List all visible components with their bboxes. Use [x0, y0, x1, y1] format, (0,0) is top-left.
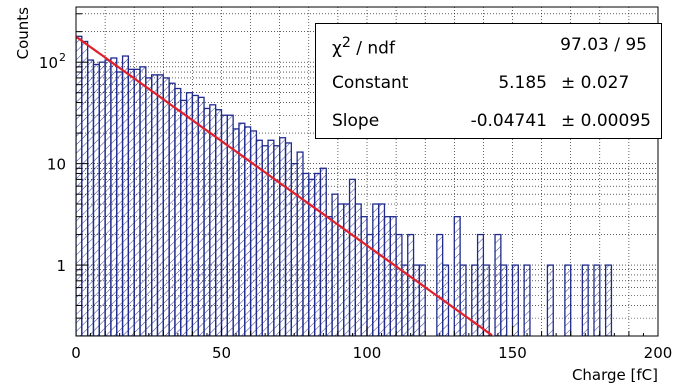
histogram-bin — [383, 216, 391, 336]
histogram-bin — [203, 107, 211, 336]
stats-row-slope: Slope -0.04741 ± 0.00095 — [316, 102, 661, 140]
stats-row-constant: Constant 5.185 ± 0.027 — [316, 64, 661, 102]
histogram-bin — [156, 74, 164, 336]
x-tick-label: 0 — [71, 344, 81, 362]
histogram-bin — [290, 162, 298, 336]
histogram-bin — [343, 203, 351, 336]
x-tick-label: 200 — [644, 344, 673, 362]
stats-value-chi2: 97.03 / 95 — [560, 35, 647, 55]
histogram-bin — [98, 61, 106, 336]
histogram-bin — [145, 77, 153, 336]
histogram-bin — [151, 74, 159, 336]
histogram-bin — [604, 264, 613, 336]
histogram-bin — [220, 114, 228, 336]
fit-line — [76, 35, 493, 336]
histogram-bin — [377, 203, 386, 336]
histogram-bin — [546, 264, 554, 336]
histogram-bin — [302, 172, 310, 336]
histogram-bin — [482, 264, 490, 336]
stats-label-chi2: χ2 / ndf — [332, 35, 395, 59]
histogram-bin — [267, 139, 275, 336]
fit-stats-box: χ2 / ndf 97.03 / 95 Constant 5.185 ± 0.0… — [315, 23, 662, 139]
histogram-bin — [494, 233, 502, 336]
histogram-bin — [412, 264, 421, 336]
histogram-bin — [325, 216, 333, 336]
histogram-bin — [197, 96, 205, 336]
y-tick-label: 1 — [56, 257, 66, 275]
histogram-bin — [523, 264, 531, 336]
histogram-bin — [581, 264, 589, 336]
histogram-bin — [564, 264, 572, 336]
y-axis-title: Counts — [14, 7, 32, 60]
x-tick-label: 50 — [212, 344, 231, 362]
histogram-bin — [511, 264, 519, 336]
histogram-bin — [273, 145, 281, 336]
histogram-bin — [436, 233, 444, 336]
histogram-bin — [453, 216, 461, 336]
y-tick-label: 10 — [39, 54, 58, 72]
histogram-bin — [319, 167, 327, 336]
histogram-bin — [476, 233, 485, 336]
histogram-bin — [127, 68, 135, 336]
histogram-bin — [337, 203, 345, 336]
histogram-bin — [407, 233, 415, 336]
histogram-bin — [209, 104, 217, 336]
histogram-bin — [500, 264, 508, 336]
histogram-bin — [180, 99, 188, 336]
histogram-bin — [168, 82, 176, 336]
histogram-bin — [162, 77, 170, 336]
stats-label-constant: Constant — [332, 73, 409, 93]
histogram-bin — [593, 264, 601, 336]
histogram-bin — [81, 40, 89, 336]
histogram-bin — [313, 172, 322, 336]
histogram-bin — [360, 216, 368, 336]
histogram-bin — [401, 264, 409, 336]
histogram-bin — [308, 178, 316, 336]
histogram-bin — [174, 87, 182, 336]
histogram-bin — [348, 178, 357, 336]
x-tick-label: 100 — [353, 344, 382, 362]
histogram-bin — [389, 216, 397, 336]
histogram-bin — [354, 203, 362, 336]
histogram-bin — [418, 264, 426, 336]
x-tick-label: 150 — [498, 344, 527, 362]
stats-value-constant: 5.185 — [498, 73, 547, 93]
histogram-bin — [121, 55, 130, 336]
histogram-bin — [139, 66, 147, 336]
histogram-bin — [279, 137, 287, 336]
stats-label-slope: Slope — [332, 111, 380, 131]
histogram-bin — [372, 203, 380, 336]
histogram-bin — [133, 68, 141, 336]
y-tick-label: 10 — [47, 156, 66, 174]
histogram-bin — [395, 233, 403, 336]
histogram-bin — [116, 71, 124, 336]
stats-error-constant: ± 0.027 — [561, 73, 630, 93]
y-tick-label-exponent: 2 — [59, 51, 66, 64]
histogram-bin — [296, 151, 304, 336]
stats-row-chi2: χ2 / ndf 97.03 / 95 — [316, 26, 661, 64]
histogram-bin — [191, 94, 199, 336]
stats-error-slope: ± 0.00095 — [561, 111, 651, 131]
histogram-bin — [110, 57, 118, 336]
stats-value-slope: -0.04741 — [470, 111, 547, 131]
histogram-bin — [459, 264, 467, 336]
histogram-bin — [284, 142, 292, 336]
histogram-bin — [92, 63, 100, 336]
histogram-bin — [232, 128, 240, 336]
histogram-bin — [104, 59, 112, 336]
fit-curve — [76, 35, 493, 336]
histogram-bin — [185, 92, 194, 336]
histogram-bin — [215, 109, 223, 336]
histogram-bin — [86, 59, 95, 336]
histogram-bin — [331, 193, 339, 336]
x-axis-title: Charge [fC] — [572, 366, 658, 384]
